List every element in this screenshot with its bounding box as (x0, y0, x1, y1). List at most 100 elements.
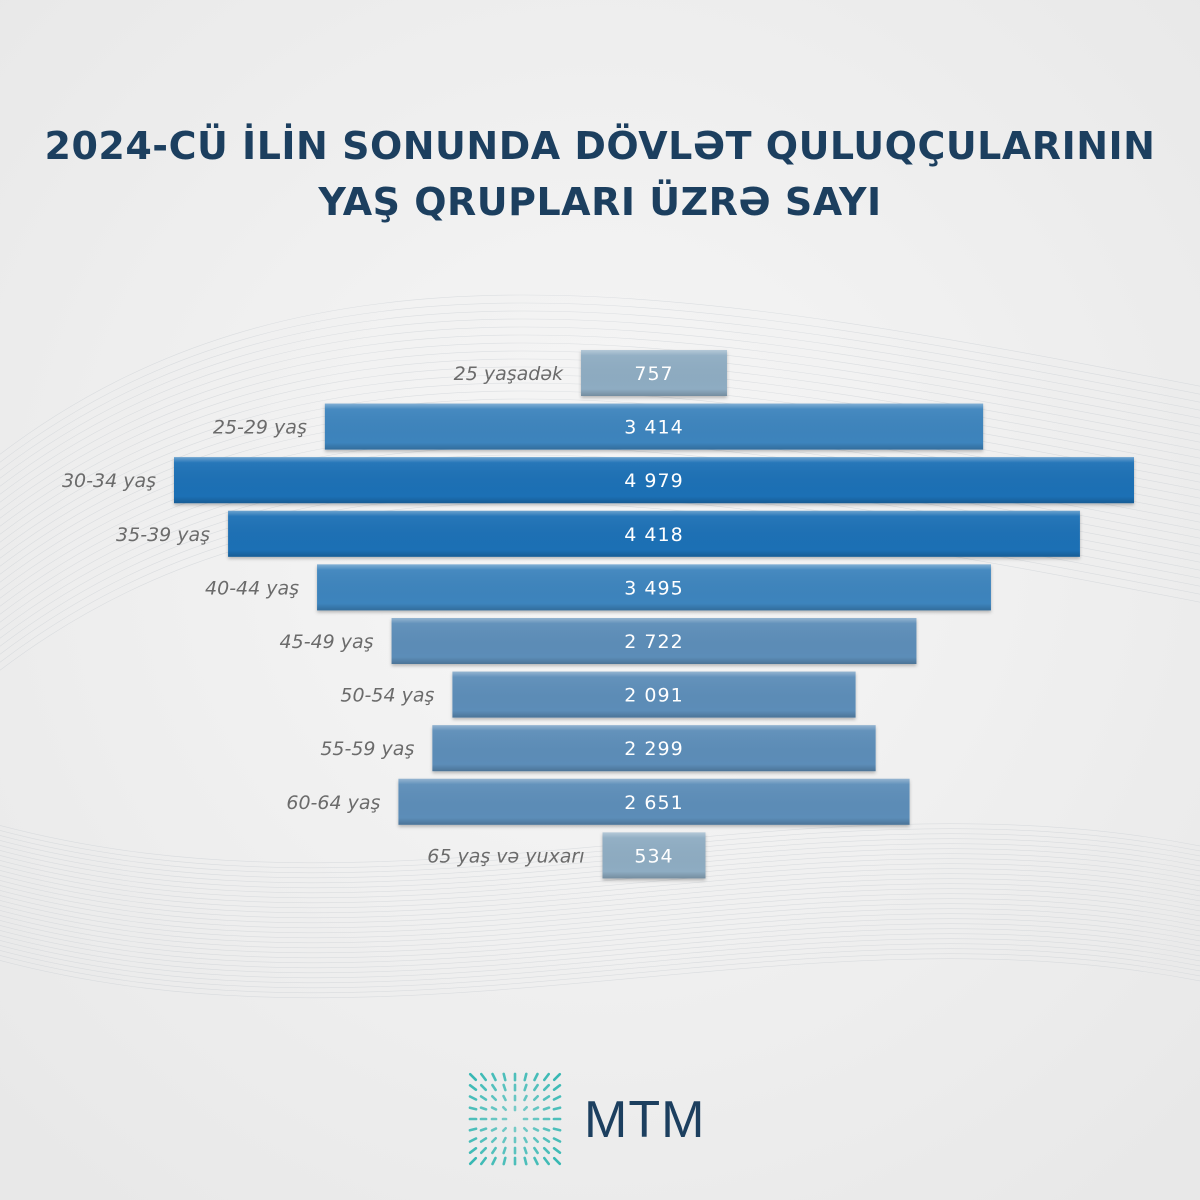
logo-dash (543, 1156, 550, 1166)
bar-shine (324, 403, 984, 450)
logo-dash (501, 1105, 508, 1112)
bar-group: 2 722 45-49 yaş (280, 618, 917, 664)
category-label: 55-59 yaş (320, 738, 414, 760)
bar-value-label: 4 418 (624, 524, 683, 546)
title-line-1: 2024-CÜ İLİN SONUNDA DÖVLƏT QULUQÇULARIN… (44, 124, 1156, 168)
radial-burst-icon (468, 1072, 562, 1166)
logo-dash (479, 1146, 488, 1155)
bar-group: 3 414 25-29 yaş (213, 403, 984, 450)
logo-dash (468, 1072, 478, 1082)
bar-shine (602, 832, 706, 879)
bar-shine (317, 564, 991, 611)
mtm-logo: MTM (466, 1070, 766, 1170)
logo-dash (502, 1146, 507, 1155)
logo-dash (491, 1156, 497, 1166)
logo-dash (543, 1072, 550, 1082)
category-label: 25 yaşadək (454, 363, 564, 385)
logo-dash (552, 1147, 562, 1154)
logo-dash (480, 1156, 487, 1166)
logo-dash (542, 1127, 551, 1132)
bar-group: 2 651 60-64 yaş (286, 778, 910, 825)
bar-value-label: 2 091 (624, 685, 683, 707)
bar-group: 2 091 50-54 yaş (340, 671, 856, 718)
category-label: 50-54 yaş (340, 685, 434, 707)
logo-dash (480, 1072, 487, 1082)
bar-shine (581, 350, 727, 396)
logo-dash (468, 1084, 478, 1091)
logo-dash (502, 1072, 507, 1082)
bar-value-label: 3 495 (624, 577, 683, 599)
logo-dash (532, 1106, 540, 1111)
logo-dash (479, 1106, 488, 1111)
logo-dash (468, 1137, 478, 1143)
logo-dash (542, 1146, 551, 1155)
logo-dash (532, 1136, 540, 1144)
logo-dash (523, 1072, 528, 1082)
logo-dash (491, 1083, 497, 1092)
bar-value-label: 2 299 (624, 738, 683, 760)
logo-dash (532, 1094, 540, 1102)
logo-dash (552, 1156, 562, 1166)
bar-value-label: 2 722 (624, 631, 683, 653)
logo-dash (502, 1083, 507, 1092)
logo-dash (523, 1136, 528, 1144)
logo-text: MTM (584, 1091, 706, 1149)
bar-shine (228, 510, 1080, 557)
category-label: 30-34 yaş (62, 470, 156, 492)
logo-dash (479, 1083, 488, 1092)
bar-group: 3 495 40-44 yaş (205, 564, 991, 611)
category-label: 35-39 yaş (116, 524, 210, 546)
logo-dash (552, 1137, 562, 1143)
category-label: 45-49 yaş (280, 631, 374, 653)
bar-group: 534 65 yaş və yuxarı (427, 832, 706, 879)
bar-shine (174, 457, 1134, 504)
logo-dash (552, 1084, 562, 1091)
logo-dash (533, 1146, 539, 1155)
bar-shine (391, 618, 917, 664)
logo-dash (532, 1127, 540, 1132)
logo-dash (523, 1146, 528, 1155)
logo-dash (523, 1156, 528, 1166)
bar-group: 757 25 yaşadək (454, 350, 727, 396)
logo-dash (490, 1094, 498, 1102)
logo-dash (552, 1127, 562, 1132)
chart-title: 2024-CÜ İLİN SONUNDA DÖVLƏT QULUQÇULARIN… (0, 118, 1200, 230)
logo-dash (468, 1095, 478, 1101)
logo-dash (552, 1072, 562, 1082)
bar-shine (452, 671, 856, 718)
logo-dash (468, 1106, 478, 1111)
logo-dash (502, 1094, 507, 1102)
logo-dash (502, 1156, 507, 1166)
bar-shine (432, 725, 876, 772)
logo-dash (542, 1106, 551, 1111)
bar-group: 2 299 55-59 yaş (320, 725, 876, 772)
bar-value-label: 2 651 (624, 792, 683, 814)
logo-dash (523, 1094, 528, 1102)
logo-dash (479, 1095, 488, 1101)
logo-dash (542, 1095, 551, 1101)
logo-dash (490, 1127, 498, 1132)
logo-dash (479, 1137, 488, 1143)
logo-dash (468, 1127, 478, 1132)
logo-dash (490, 1136, 498, 1144)
category-label: 40-44 yaş (205, 577, 299, 599)
logo-dash (533, 1083, 539, 1092)
bar-value-label: 534 (634, 845, 673, 867)
logo-dash (468, 1156, 478, 1166)
bar-group: 4 979 30-34 yaş (62, 457, 1134, 504)
logo-dash (552, 1095, 562, 1101)
logo-dash (502, 1136, 507, 1144)
bar-value-label: 3 414 (624, 417, 683, 439)
logo-dash (501, 1126, 508, 1133)
logo-dash (468, 1147, 478, 1154)
logo-dash (479, 1127, 488, 1132)
logo-dash (542, 1137, 551, 1143)
logo-dash (523, 1083, 528, 1092)
category-label: 25-29 yaş (213, 417, 307, 439)
logo-dash (552, 1106, 562, 1111)
logo-dash (490, 1106, 498, 1111)
logo-dash (542, 1083, 551, 1092)
logo-dash (533, 1156, 539, 1166)
logo-dash (522, 1126, 529, 1133)
